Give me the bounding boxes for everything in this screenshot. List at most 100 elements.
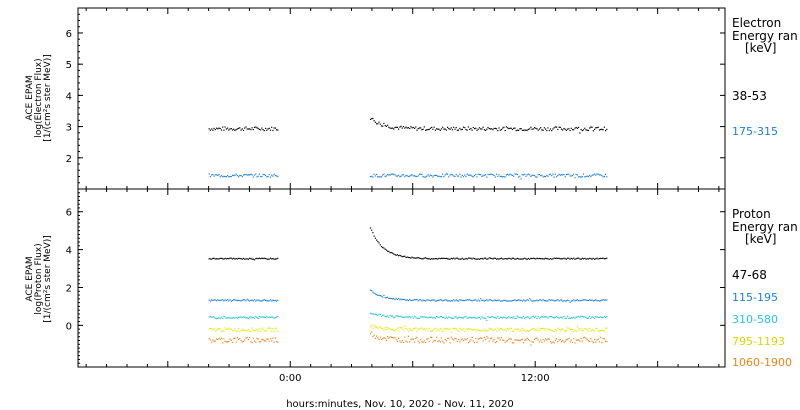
- proton-data-point: [439, 299, 441, 301]
- proton-series-310-580: [208, 312, 608, 321]
- electron-data-point: [560, 174, 563, 176]
- proton-data-point: [564, 317, 566, 320]
- proton-data-point: [216, 317, 218, 320]
- proton-y-tick-label: 0: [66, 321, 72, 332]
- proton-data-point: [261, 300, 263, 302]
- proton-data-point: [277, 341, 279, 343]
- proton-data-point: [502, 300, 504, 302]
- proton-data-point: [244, 316, 246, 318]
- proton-data-point: [481, 299, 483, 301]
- proton-data-point: [521, 317, 523, 319]
- proton-data-point: [389, 252, 391, 254]
- electron-data-point: [234, 174, 236, 176]
- proton-data-point: [498, 317, 500, 319]
- electron-data-point: [253, 174, 256, 176]
- proton-data-point: [225, 341, 227, 343]
- electron-data-point: [558, 126, 560, 128]
- proton-data-point: [431, 299, 433, 301]
- proton-data-point: [560, 341, 563, 343]
- electron-data-point: [266, 129, 268, 131]
- electron-data-point: [592, 174, 594, 176]
- proton-data-point: [427, 338, 429, 340]
- proton-data-point: [529, 317, 531, 319]
- proton-data-point: [257, 299, 259, 301]
- proton-data-point: [603, 299, 605, 301]
- proton-data-point: [415, 337, 417, 339]
- proton-data-point: [502, 328, 504, 331]
- electron-data-point: [474, 175, 476, 177]
- proton-data-point: [549, 299, 552, 301]
- proton-data-point: [601, 316, 603, 318]
- proton-data-point: [487, 329, 489, 331]
- proton-data-point: [211, 258, 213, 260]
- proton-data-point: [462, 258, 465, 260]
- proton-data-point: [567, 299, 569, 301]
- proton-data-point: [405, 299, 407, 302]
- proton-data-point: [385, 297, 387, 299]
- electron-data-point: [536, 176, 538, 178]
- proton-data-point: [377, 240, 379, 243]
- proton-data-point: [547, 258, 549, 260]
- electron-data-point: [406, 175, 408, 177]
- proton-data-point: [431, 316, 433, 318]
- proton-data-point: [464, 258, 466, 260]
- electron-data-point: [556, 126, 558, 128]
- proton-data-point: [483, 257, 485, 259]
- proton-data-point: [601, 257, 603, 260]
- proton-data-point: [579, 258, 581, 260]
- proton-data-point: [553, 342, 555, 344]
- electron-data-point: [580, 176, 582, 178]
- proton-data-point: [565, 258, 567, 260]
- proton-data-point: [252, 329, 254, 331]
- proton-data-point: [564, 340, 566, 342]
- proton-data-point: [438, 299, 440, 301]
- electron-data-point: [239, 127, 241, 129]
- proton-data-point: [266, 300, 268, 302]
- proton-data-point: [449, 342, 451, 344]
- proton-data-point: [542, 299, 544, 301]
- proton-data-point: [460, 317, 462, 319]
- proton-data-point: [242, 329, 245, 332]
- electron-data-point: [213, 175, 215, 177]
- proton-data-point: [485, 317, 487, 319]
- electron-data-point: [502, 127, 504, 129]
- proton-data-point: [527, 299, 529, 301]
- proton-data-point: [236, 337, 238, 339]
- proton-data-point: [525, 300, 527, 302]
- electron-data-point: [428, 128, 430, 130]
- electron-data-point: [475, 127, 477, 129]
- proton-data-point: [442, 330, 444, 332]
- proton-data-point: [390, 336, 392, 338]
- proton-data-point: [508, 257, 510, 259]
- proton-data-point: [227, 341, 229, 343]
- proton-data-point: [406, 341, 408, 343]
- proton-data-point: [389, 297, 391, 299]
- proton-data-point: [437, 316, 439, 318]
- proton-data-point: [246, 298, 248, 300]
- electron-data-point: [508, 174, 510, 176]
- proton-data-point: [567, 257, 569, 259]
- proton-data-point: [272, 337, 274, 339]
- electron-data-point: [249, 128, 251, 130]
- proton-data-point: [606, 257, 608, 259]
- proton-data-point: [459, 258, 461, 260]
- proton-data-point: [271, 340, 273, 342]
- electron-data-point: [516, 173, 518, 176]
- proton-data-point: [605, 258, 607, 260]
- electron-data-point: [560, 128, 563, 130]
- proton-data-point: [481, 329, 483, 331]
- proton-data-point: [398, 315, 400, 317]
- proton-data-point: [600, 330, 602, 332]
- electron-data-point: [458, 129, 460, 131]
- proton-data-point: [219, 338, 221, 340]
- proton-data-point: [274, 317, 276, 319]
- proton-data-point: [585, 337, 587, 339]
- electron-data-point: [447, 126, 449, 128]
- proton-data-point: [420, 327, 422, 329]
- proton-data-point: [492, 258, 494, 260]
- proton-data-point: [469, 316, 471, 318]
- proton-data-point: [559, 316, 561, 318]
- proton-data-point: [538, 257, 541, 260]
- proton-data-point: [242, 340, 245, 343]
- electron-data-point: [527, 128, 529, 130]
